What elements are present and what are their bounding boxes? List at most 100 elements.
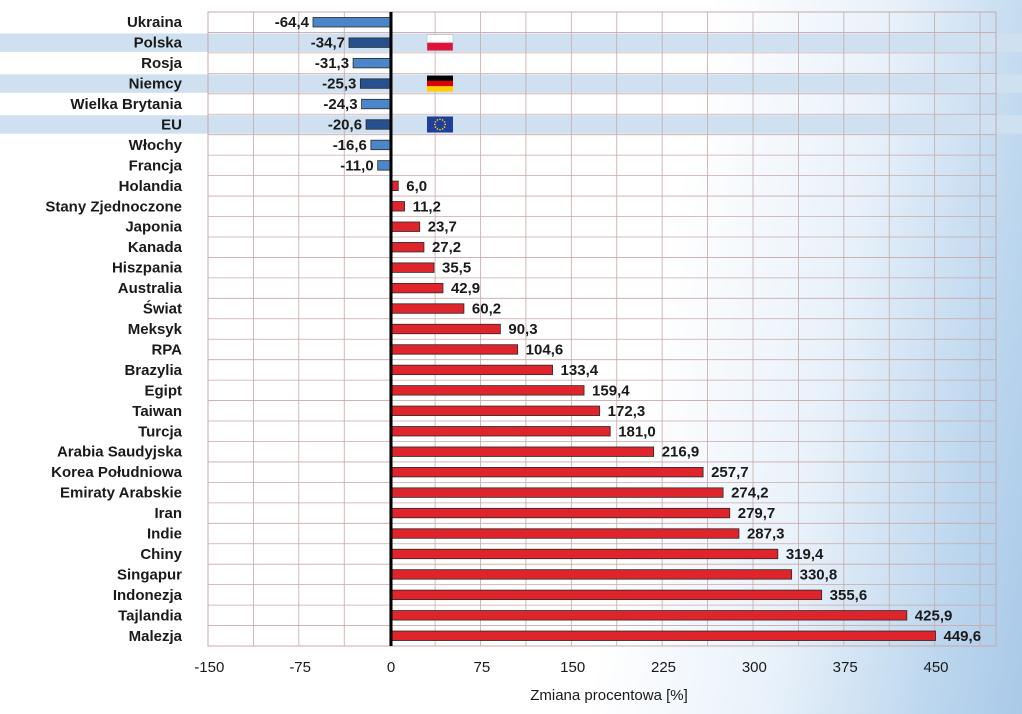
category-label-indie: Indie (147, 526, 182, 543)
category-label-arabia-saudyjska: Arabia Saudyjska (57, 444, 183, 461)
bar-tajlandia (390, 610, 908, 621)
value-label-eu: -20,6 (328, 116, 362, 133)
category-label-taiwan: Taiwan (132, 403, 182, 420)
eu-flag-icon (427, 116, 453, 133)
value-label-indonezja: 355,6 (830, 587, 868, 604)
x-tick-label: 300 (742, 659, 767, 676)
value-label-arabia-saudyjska: 216,9 (662, 444, 700, 461)
category-label-singapur: Singapur (117, 566, 182, 583)
bar-indonezja (390, 589, 823, 601)
category-label-chiny: Chiny (140, 546, 182, 563)
value-label-taiwan: 172,3 (608, 403, 646, 420)
category-label-stany-zjednoczone: Stany Zjednoczone (45, 198, 182, 215)
value-label-kanada: 27,2 (432, 239, 461, 256)
category-label-rosja: Rosja (141, 55, 183, 72)
value-label-francja: -11,0 (340, 157, 373, 174)
x-tick-label: 450 (923, 659, 948, 676)
value-label-meksyk: 90,3 (508, 321, 537, 338)
category-label-wlochy: Włochy (129, 137, 183, 154)
value-label-turcja: 181,0 (618, 423, 656, 440)
value-label-japonia: 23,7 (428, 219, 457, 236)
poland-flag-icon (426, 34, 454, 51)
bar-arabia-saudyjska (390, 446, 655, 457)
value-label-australia: 42,9 (451, 280, 480, 297)
value-label-tajlandia: 425,9 (915, 607, 953, 624)
bar-meksyk (390, 323, 501, 335)
category-label-emiraty-arabskie: Emiraty Arabskie (60, 485, 182, 502)
bar-polska (348, 37, 392, 48)
bar-niemcy (359, 78, 392, 89)
bar-hiszpania (390, 262, 435, 273)
value-label-polska: -34,7 (311, 35, 345, 52)
highlight-band-polska (0, 33, 1022, 52)
category-label-brazylia: Brazylia (124, 362, 182, 379)
x-tick-label: 375 (833, 659, 858, 676)
category-label-niemcy: Niemcy (129, 76, 183, 93)
value-label-stany-zjednoczone: 11,2 (413, 198, 441, 215)
category-label-turcja: Turcja (138, 423, 183, 440)
category-label-eu: EU (161, 116, 182, 133)
category-label-hiszpania: Hiszpania (112, 260, 183, 277)
highlight-bands (0, 33, 1022, 134)
category-label-rpa: RPA (151, 341, 182, 358)
value-label-egipt: 159,4 (592, 382, 630, 399)
value-label-niemcy: -25,3 (322, 76, 356, 93)
bar-stany-zjednoczone (390, 201, 405, 212)
value-label-chiny: 319,4 (786, 546, 824, 563)
value-label-ukraina: -64,4 (275, 14, 310, 31)
category-label-ukraina: Ukraina (127, 14, 183, 31)
value-label-rpa: 104,6 (526, 341, 564, 358)
value-label-singapur: 330,8 (800, 566, 838, 583)
x-tick-label: 150 (560, 659, 585, 676)
value-label-iran: 279,7 (738, 505, 776, 522)
value-label-hiszpania: 35,5 (442, 260, 471, 277)
value-label-indie: 287,3 (747, 526, 785, 543)
category-label-francja: Francja (129, 157, 183, 174)
x-tick-label: 0 (387, 659, 395, 676)
category-label-iran: Iran (154, 505, 182, 522)
value-label-rosja: -31,3 (315, 55, 349, 72)
bar-egipt (390, 385, 585, 396)
x-tick-labels: -150 -75 0 75 150 225 300 375 450 (194, 659, 948, 676)
value-label-holandia: 6,0 (406, 178, 427, 195)
germany-flag-icon (427, 75, 453, 92)
value-label-malezja: 449,6 (944, 628, 982, 645)
category-label-indonezja: Indonezja (113, 587, 183, 604)
category-label-australia: Australia (118, 280, 183, 297)
bars (312, 17, 936, 641)
category-label-polska: Polska (134, 35, 183, 52)
bar-francja (377, 160, 392, 171)
highlight-band-niemcy (0, 74, 1022, 93)
value-label-wlochy: -16,6 (333, 137, 367, 154)
category-label-egipt: Egipt (145, 382, 183, 399)
x-tick-label: 225 (651, 659, 676, 676)
bar-wielka-brytania (361, 98, 392, 110)
category-label-tajlandia: Tajlandia (118, 607, 183, 624)
value-labels: -64,4-34,7 -31,3 -25,3 -24,3 -20,6 -16,6 -11,0… (275, 14, 981, 645)
value-label-emiraty-arabskie: 274,2 (731, 485, 769, 502)
bar-australia (390, 282, 444, 294)
highlight-band-eu (0, 115, 1022, 134)
bar-kanada (390, 242, 425, 253)
value-label-brazylia: 133,4 (561, 362, 599, 379)
bar-eu (365, 119, 392, 130)
bar-indie (390, 528, 740, 539)
x-tick-label: -75 (289, 659, 311, 676)
category-label-holandia: Holandia (119, 178, 183, 195)
category-label-malezja: Malezja (129, 628, 183, 645)
bar-turcja (390, 426, 611, 437)
value-label-wielka-brytania: -24,3 (323, 96, 357, 113)
category-label-wielka-brytania: Wielka Brytania (70, 96, 182, 113)
bar-wlochy (370, 139, 392, 151)
bar-brazylia (390, 364, 553, 376)
flags (426, 34, 454, 133)
bar-ukraina (312, 17, 392, 28)
category-label-kanada: Kanada (128, 239, 183, 256)
x-tick-label: 75 (473, 659, 490, 676)
category-label-japonia: Japonia (125, 219, 182, 236)
bar-singapur (390, 569, 793, 580)
category-label-swiat: Świat (143, 300, 182, 318)
bar-rpa (390, 344, 519, 355)
bar-emiraty-arabskie (390, 487, 724, 498)
